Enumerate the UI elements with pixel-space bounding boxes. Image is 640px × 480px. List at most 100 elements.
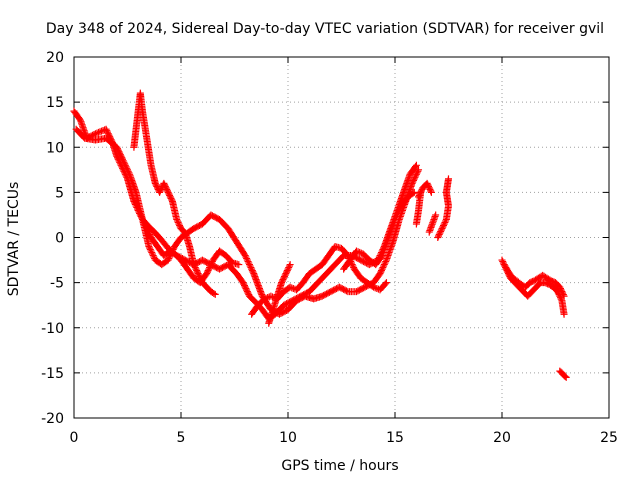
data-point	[195, 271, 203, 279]
data-point	[408, 179, 416, 187]
data-point	[161, 181, 169, 189]
data-point	[241, 252, 249, 260]
data-point	[119, 157, 127, 165]
data-point	[167, 194, 175, 202]
data-point	[393, 211, 401, 219]
data-point	[377, 267, 385, 275]
x-tick-label: 5	[177, 430, 186, 446]
data-point	[243, 286, 251, 294]
data-point	[377, 268, 385, 276]
series-trace-f	[265, 261, 294, 327]
data-point	[440, 221, 448, 229]
data-point	[354, 248, 362, 256]
data-point	[103, 127, 111, 135]
data-point	[426, 185, 434, 193]
data-point	[348, 261, 356, 269]
series-trace-i	[425, 211, 440, 236]
data-point	[281, 271, 289, 279]
data-point	[268, 293, 276, 301]
data-point	[352, 247, 360, 255]
y-tick-label: -15	[41, 366, 64, 382]
data-point	[344, 252, 352, 260]
data-point	[282, 270, 290, 278]
data-point	[499, 259, 507, 267]
data-point	[394, 209, 402, 217]
data-point	[411, 173, 419, 181]
data-point	[208, 259, 216, 267]
data-point	[445, 175, 452, 183]
data-point	[436, 229, 444, 237]
data-point	[210, 289, 218, 297]
data-point	[437, 227, 445, 235]
data-point	[156, 187, 164, 195]
data-point	[203, 270, 211, 278]
data-point	[176, 221, 184, 229]
data-point	[283, 268, 291, 276]
data-point	[194, 270, 202, 278]
data-point	[413, 169, 421, 177]
data-point	[166, 253, 174, 261]
data-point	[380, 262, 388, 270]
data-point	[94, 128, 102, 136]
data-point	[146, 244, 154, 252]
data-point	[395, 206, 403, 214]
data-point	[381, 259, 389, 267]
data-point	[441, 218, 449, 226]
data-point	[409, 178, 417, 186]
x-tick-label: 10	[279, 430, 297, 446]
data-point	[239, 279, 247, 287]
data-point	[392, 212, 400, 220]
data-point	[558, 288, 566, 296]
axis-ticks: 0 5 10 15 20 25 -20 -15 -10 -5 0 5 10 15 20	[41, 50, 618, 446]
data-point	[423, 179, 431, 187]
x-tick-label: 15	[386, 430, 404, 446]
data-point	[411, 163, 419, 171]
data-points	[70, 89, 570, 381]
data-point	[193, 267, 201, 275]
data-point	[193, 268, 201, 276]
data-point	[136, 211, 144, 219]
y-axis-label: SDTVAR / TECUs	[6, 182, 22, 297]
data-point	[121, 161, 129, 169]
x-tick-label: 25	[600, 430, 618, 446]
data-point	[284, 265, 292, 273]
data-point	[262, 294, 270, 302]
data-point	[204, 267, 212, 275]
data-point	[147, 247, 155, 255]
data-point	[118, 154, 126, 162]
data-point	[395, 208, 403, 216]
data-point	[435, 232, 443, 240]
data-point	[146, 246, 154, 254]
data-point	[161, 182, 169, 190]
data-point	[116, 151, 124, 159]
data-point	[205, 265, 213, 273]
data-point	[174, 218, 182, 226]
data-point	[425, 184, 433, 192]
data-point	[121, 160, 129, 168]
data-point	[562, 373, 570, 381]
data-point	[135, 208, 143, 216]
data-point	[412, 161, 420, 169]
data-point	[409, 189, 417, 197]
data-point	[164, 256, 172, 264]
data-point	[442, 217, 450, 225]
series-trace-a	[70, 107, 420, 323]
data-point	[206, 262, 214, 270]
data-point	[191, 262, 199, 270]
data-point	[560, 310, 568, 318]
data-point	[156, 188, 164, 196]
x-tick-label: 0	[70, 430, 79, 446]
data-point	[117, 152, 125, 160]
data-point	[125, 169, 133, 177]
y-tick-label: 0	[55, 231, 64, 247]
data-point	[242, 253, 250, 261]
data-point	[438, 224, 446, 232]
data-point	[165, 255, 173, 263]
data-point	[439, 223, 447, 231]
data-point	[240, 280, 248, 288]
data-point	[278, 279, 286, 287]
data-point	[124, 167, 132, 175]
data-point	[371, 284, 379, 292]
data-point	[102, 125, 110, 133]
